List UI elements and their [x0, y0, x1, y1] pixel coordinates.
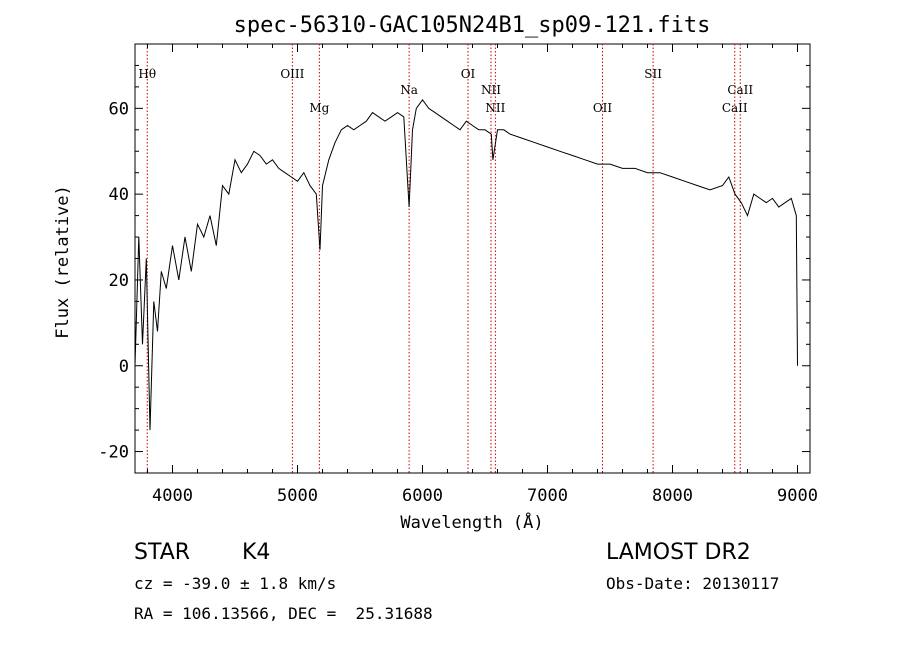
x-tick-label-0: 4000 — [152, 486, 193, 506]
redshift-value: cz = -39.0 ± 1.8 km/s — [134, 574, 337, 593]
y-tick-label-3: 40 — [109, 185, 129, 205]
spectrum-series-line — [134, 98, 798, 431]
x-tick-label-5: 9000 — [777, 486, 818, 506]
y-axis-label: Flux (relative) — [53, 185, 73, 339]
object-subclass: K4 — [242, 540, 271, 565]
line-label-8: SII — [644, 67, 662, 81]
plot-area-frame — [134, 43, 811, 474]
survey-name: LAMOST DR2 — [606, 540, 751, 565]
x-tick-label-2: 6000 — [402, 486, 443, 506]
coordinates: RA = 106.13566, DEC = 25.31688 — [134, 604, 433, 623]
line-label-4: OI — [461, 67, 476, 81]
x-tick-label-4: 8000 — [652, 486, 693, 506]
object-class: STAR — [134, 540, 191, 565]
chart-title: spec-56310-GAC105N24B1_sp09-121.fits — [234, 13, 711, 38]
line-label-10: CaII — [727, 83, 753, 97]
y-tick-label-4: 60 — [109, 99, 129, 119]
line-label-6: NII — [485, 101, 505, 115]
observation-date: Obs-Date: 20130117 — [606, 574, 780, 593]
line-label-0: Hθ — [138, 67, 156, 81]
y-axis: -20 0 20 40 60 — [98, 64, 810, 463]
emission-line-markers — [146, 44, 741, 473]
x-tick-label-1: 5000 — [277, 486, 318, 506]
line-label-9: CaII — [722, 101, 748, 115]
y-tick-label-0: -20 — [98, 443, 129, 463]
y-tick-label-2: 20 — [109, 271, 129, 291]
emission-line-labels: Hθ OIII Mg Na OI NII NII OII SII CaII CaII — [138, 67, 753, 115]
line-label-2: Mg — [309, 101, 329, 115]
line-label-7: OII — [593, 101, 613, 115]
x-axis: 4000 5000 6000 7000 8000 9000 — [147, 44, 818, 506]
line-label-5: NII — [481, 83, 501, 97]
y-tick-label-1: 0 — [119, 357, 129, 377]
line-label-3: Na — [400, 83, 418, 97]
line-label-1: OIII — [280, 67, 304, 81]
x-tick-label-3: 7000 — [527, 486, 568, 506]
x-axis-label: Wavelength (Å) — [400, 511, 543, 533]
